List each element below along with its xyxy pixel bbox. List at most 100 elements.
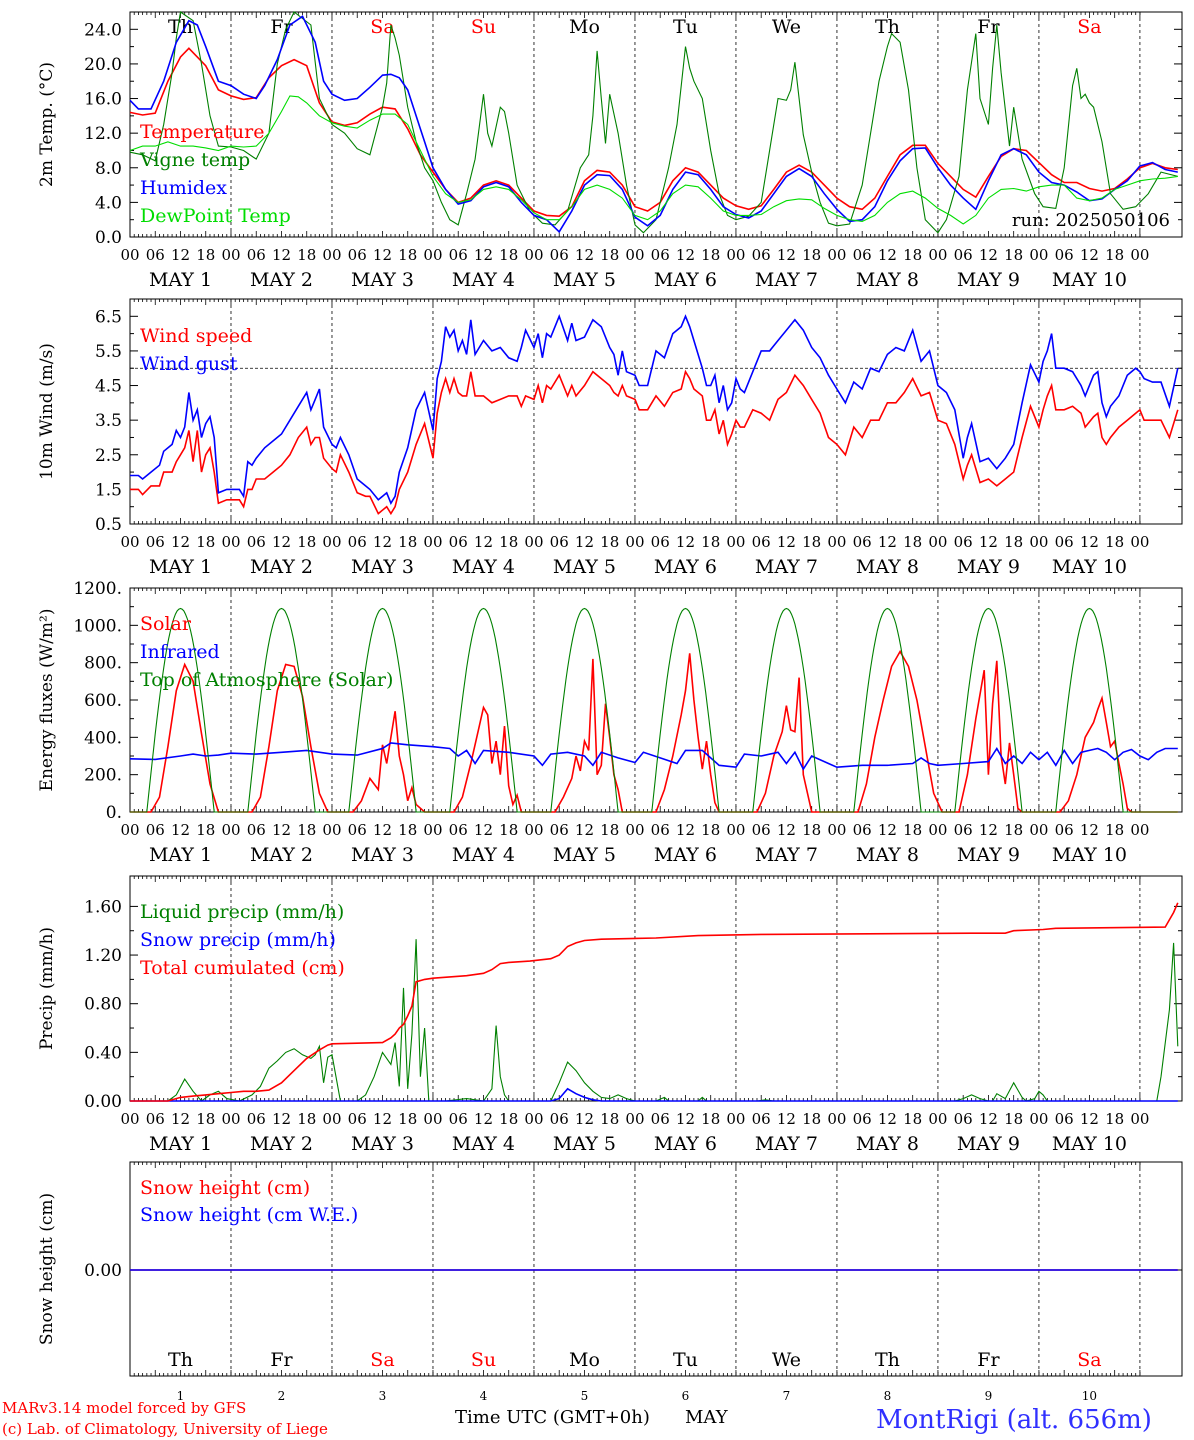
date-label: MAY 1 <box>149 1133 212 1155</box>
hour-label: 18 <box>903 533 922 551</box>
y-tick-label: 200. <box>84 766 122 786</box>
date-label: MAY 2 <box>250 844 313 866</box>
date-label: MAY 5 <box>553 269 616 291</box>
weekday-label: Sa <box>1077 16 1101 38</box>
hour-label: 18 <box>297 533 316 551</box>
hour-label: 18 <box>903 1110 922 1128</box>
weekday-label: Sa <box>1077 1349 1101 1371</box>
hour-label: 06 <box>247 533 266 551</box>
weekday-label: Fr <box>977 1349 1000 1371</box>
legend-entry: Humidex <box>140 177 227 199</box>
hour-label: 06 <box>853 1110 872 1128</box>
hour-label: 12 <box>474 533 493 551</box>
series-infrared <box>129 742 1178 771</box>
legend-entry: Liquid precip (mm/h) <box>140 901 344 923</box>
day-number: 3 <box>379 1389 387 1403</box>
hour-label: 00 <box>423 1110 442 1128</box>
legend-entry: Solar <box>140 613 192 635</box>
hour-label: 06 <box>449 533 468 551</box>
hour-label: 00 <box>322 533 341 551</box>
hour-label: 12 <box>373 533 392 551</box>
date-label: MAY 3 <box>351 1133 414 1155</box>
date-label: MAY 5 <box>553 844 616 866</box>
panel-5: 0.00 Snow height (cm) Th 1 Fr 2 Sa 3 Su 4 Mo 5 Tu 6 We… <box>37 1161 1183 1403</box>
hour-label: 12 <box>777 246 796 264</box>
hour-label: 06 <box>348 1110 367 1128</box>
hour-label: 00 <box>1130 246 1149 264</box>
date-label: MAY 9 <box>957 269 1020 291</box>
hour-label: 18 <box>802 821 821 839</box>
hour-label: 06 <box>146 533 165 551</box>
hour-label: 12 <box>272 533 291 551</box>
day-number: 5 <box>581 1389 589 1403</box>
hour-label: 18 <box>1105 821 1124 839</box>
hour-label: 12 <box>171 821 190 839</box>
hour-label: 18 <box>398 821 417 839</box>
day-number: 7 <box>783 1389 791 1403</box>
y-tick-label: 600. <box>84 691 122 711</box>
date-label: MAY 1 <box>149 269 212 291</box>
y-tick-label: 0.00 <box>84 1092 122 1112</box>
date-label: MAY 6 <box>654 269 717 291</box>
hour-label: 00 <box>120 533 139 551</box>
y-tick-label: 0.80 <box>84 995 122 1015</box>
hour-label: 06 <box>146 821 165 839</box>
hour-label: 12 <box>373 821 392 839</box>
hour-label: 18 <box>903 246 922 264</box>
y-tick-label: 4.0 <box>95 193 122 213</box>
hour-label: 18 <box>499 1110 518 1128</box>
series-solar <box>130 649 1178 813</box>
date-label: MAY 10 <box>1052 556 1127 578</box>
series-top-of-atmosphere-solar- <box>130 607 1178 813</box>
hour-label: 18 <box>1105 533 1124 551</box>
hour-label: 00 <box>221 1110 240 1128</box>
date-label: MAY 4 <box>452 556 515 578</box>
hour-label: 18 <box>297 821 316 839</box>
hour-label: 12 <box>676 1110 695 1128</box>
legend-entry: DewPoint Temp <box>140 205 291 227</box>
hour-label: 00 <box>928 821 947 839</box>
hour-label: 18 <box>1105 1110 1124 1128</box>
hour-label: 18 <box>600 821 619 839</box>
day-number: 9 <box>985 1389 993 1403</box>
hour-label: 12 <box>979 1110 998 1128</box>
hour-label: 00 <box>221 246 240 264</box>
hour-label: 06 <box>1055 533 1074 551</box>
series-wind-gust <box>130 314 1179 505</box>
weekday-label: Fr <box>270 1349 293 1371</box>
y-tick-label: 16.0 <box>84 90 122 110</box>
hour-label: 00 <box>827 246 846 264</box>
y-tick-label: 0. <box>106 803 122 823</box>
hour-label: 12 <box>878 821 897 839</box>
weekday-label: Th <box>168 1349 193 1371</box>
y-tick-label: 1.5 <box>95 480 122 500</box>
hour-label: 00 <box>928 246 947 264</box>
hour-label: 00 <box>726 1110 745 1128</box>
hour-label: 00 <box>221 533 240 551</box>
date-label: MAY 9 <box>957 1133 1020 1155</box>
hour-label: 12 <box>1080 821 1099 839</box>
y-tick-label: 1200. <box>73 579 122 599</box>
y-tick-label: 0.40 <box>84 1043 122 1063</box>
weekday-label: We <box>772 1349 801 1371</box>
hour-label: 00 <box>524 1110 543 1128</box>
hour-label: 06 <box>752 1110 771 1128</box>
hour-label: 12 <box>575 821 594 839</box>
hour-label: 00 <box>726 533 745 551</box>
hour-label: 00 <box>322 1110 341 1128</box>
y-axis-label: 2m Temp. (°C) <box>37 62 57 187</box>
hour-label: 12 <box>272 246 291 264</box>
date-label: MAY 1 <box>149 844 212 866</box>
hour-label: 18 <box>1004 1110 1023 1128</box>
hour-label: 06 <box>247 246 266 264</box>
hour-label: 12 <box>979 533 998 551</box>
series-vigne-temp <box>129 11 1178 234</box>
hour-label: 00 <box>625 533 644 551</box>
hour-label: 00 <box>1029 246 1048 264</box>
hour-label: 06 <box>853 821 872 839</box>
hour-label: 00 <box>221 821 240 839</box>
hour-label: 12 <box>272 821 291 839</box>
hour-label: 12 <box>1080 246 1099 264</box>
series-temperature <box>129 47 1178 218</box>
